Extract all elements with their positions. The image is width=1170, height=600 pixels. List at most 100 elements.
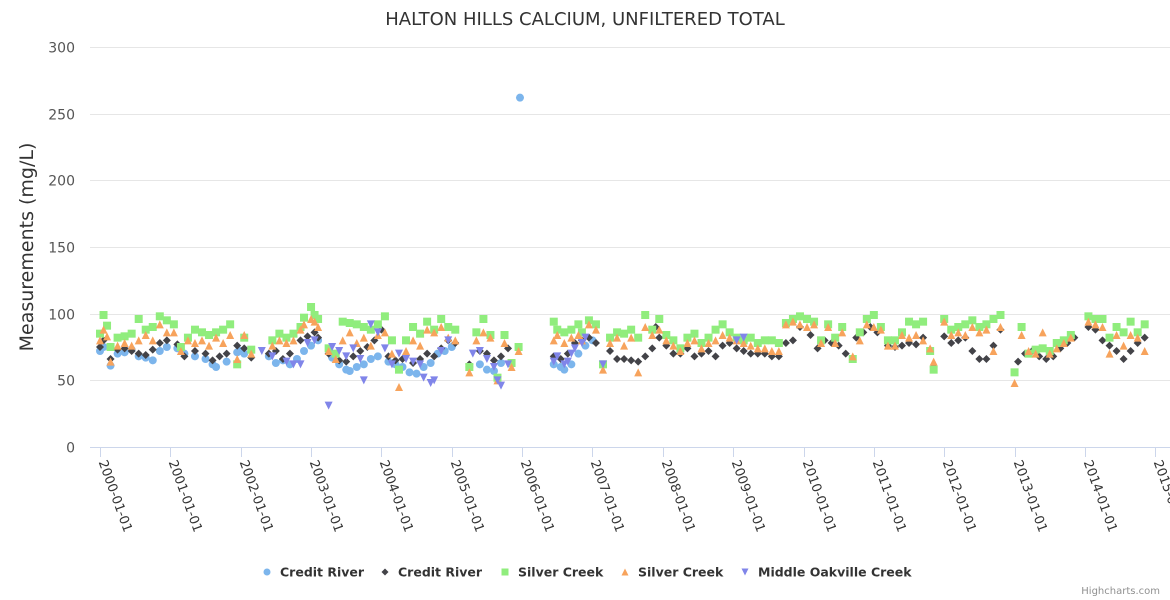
data-point[interactable] [451, 325, 460, 334]
data-point[interactable] [303, 339, 312, 347]
data-point[interactable] [1105, 341, 1114, 350]
data-point[interactable] [855, 336, 864, 345]
data-point[interactable] [268, 352, 277, 361]
data-point[interactable] [324, 347, 333, 355]
data-point[interactable] [620, 329, 629, 338]
data-point[interactable] [683, 339, 692, 347]
data-point[interactable] [402, 355, 411, 363]
data-point[interactable] [141, 331, 150, 339]
data-point[interactable] [310, 336, 319, 345]
data-point[interactable] [198, 336, 207, 345]
data-point[interactable] [162, 328, 171, 337]
data-point[interactable] [240, 344, 249, 353]
data-point[interactable] [416, 341, 425, 350]
data-point[interactable] [690, 352, 699, 361]
data-point[interactable] [103, 332, 112, 341]
data-point[interactable] [409, 323, 418, 331]
data-point[interactable] [514, 347, 523, 355]
data-point[interactable] [103, 321, 112, 330]
data-point[interactable] [574, 320, 583, 329]
data-point[interactable] [198, 328, 207, 337]
data-point[interactable] [753, 344, 762, 353]
data-point[interactable] [890, 336, 899, 345]
data-point[interactable] [205, 331, 214, 339]
data-point[interactable] [479, 328, 488, 337]
data-point[interactable] [127, 341, 136, 350]
data-point[interactable] [1140, 333, 1149, 342]
data-point[interactable] [627, 333, 636, 342]
data-point[interactable] [563, 357, 572, 366]
data-point[interactable] [641, 323, 650, 331]
data-point[interactable] [99, 311, 108, 319]
data-point[interactable] [366, 320, 375, 329]
data-point[interactable] [148, 323, 157, 331]
data-point[interactable] [342, 357, 351, 366]
data-point[interactable] [876, 325, 885, 334]
data-point[interactable] [426, 359, 435, 367]
data-point[interactable] [961, 331, 970, 339]
data-point[interactable] [233, 360, 242, 369]
data-point[interactable] [606, 339, 615, 347]
data-point[interactable] [226, 331, 235, 339]
data-point[interactable] [219, 339, 228, 347]
data-point[interactable] [982, 320, 991, 329]
data-point[interactable] [486, 333, 495, 342]
data-point[interactable] [841, 349, 850, 358]
data-point[interactable] [669, 336, 678, 345]
data-point[interactable] [201, 355, 210, 363]
data-point[interactable] [169, 320, 178, 329]
data-point[interactable] [905, 317, 914, 326]
data-point[interactable] [359, 323, 368, 331]
data-point[interactable] [387, 349, 396, 358]
data-point[interactable] [795, 312, 804, 321]
data-point[interactable] [380, 328, 389, 337]
data-point[interactable] [683, 333, 692, 342]
data-point[interactable] [1091, 320, 1100, 329]
data-point[interactable] [1052, 339, 1061, 347]
data-point[interactable] [472, 328, 481, 337]
data-point[interactable] [208, 356, 217, 365]
data-point[interactable] [257, 347, 266, 355]
data-point[interactable] [359, 333, 368, 342]
data-point[interactable] [394, 365, 403, 374]
data-point[interactable] [567, 349, 576, 358]
data-point[interactable] [296, 325, 305, 334]
data-point[interactable] [190, 352, 199, 361]
data-point[interactable] [289, 360, 298, 369]
data-point[interactable] [929, 357, 938, 366]
data-point[interactable] [106, 343, 115, 351]
data-point[interactable] [1098, 336, 1107, 345]
data-point[interactable] [148, 345, 157, 354]
data-point[interactable] [113, 333, 122, 342]
data-point[interactable] [437, 323, 446, 331]
data-point[interactable] [560, 365, 569, 374]
data-point[interactable] [788, 336, 797, 345]
data-point[interactable] [430, 376, 439, 385]
data-point[interactable] [662, 331, 671, 339]
data-point[interactable] [405, 368, 414, 377]
data-point[interactable] [496, 359, 505, 367]
data-point[interactable] [1133, 328, 1142, 337]
data-point[interactable] [591, 320, 600, 329]
data-point[interactable] [493, 376, 502, 385]
data-point[interactable] [690, 336, 699, 345]
data-point[interactable] [451, 336, 460, 345]
data-point[interactable] [1105, 333, 1114, 342]
data-point[interactable] [862, 320, 871, 329]
data-point[interactable] [968, 323, 977, 331]
data-point[interactable] [1052, 344, 1061, 353]
data-point[interactable] [190, 325, 199, 334]
data-point[interactable] [134, 336, 143, 345]
data-point[interactable] [352, 363, 361, 371]
data-point[interactable] [328, 343, 337, 351]
data-point[interactable] [176, 347, 185, 355]
data-point[interactable] [1010, 379, 1019, 387]
data-point[interactable] [359, 376, 368, 385]
data-point[interactable] [96, 343, 104, 351]
data-point[interactable] [549, 336, 558, 345]
data-point[interactable] [676, 347, 685, 355]
data-point[interactable] [669, 341, 678, 350]
data-point[interactable] [732, 336, 741, 345]
data-point[interactable] [1014, 357, 1023, 366]
data-point[interactable] [120, 332, 129, 341]
